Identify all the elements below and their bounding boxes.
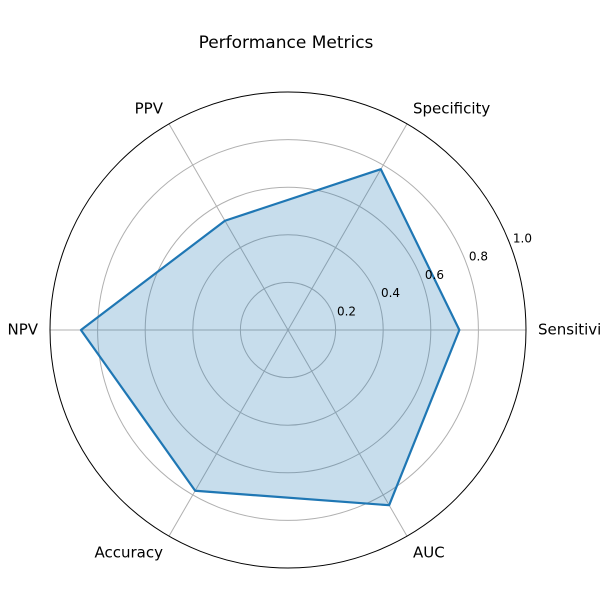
grid-ring (97, 139, 479, 521)
grid-ring (144, 186, 432, 474)
series-layer (79, 168, 461, 507)
spoke-line (168, 123, 289, 331)
outer-ring (49, 91, 527, 569)
grid-ring (239, 281, 337, 379)
label-layer: 0.2 0.4 0.6 0.8 1.0 Sensitivity Specificity PPV… (7, 99, 600, 561)
r-tick-label: 0.2 (337, 304, 356, 318)
category-label-ppv: PPV (135, 99, 164, 117)
spoke-line (287, 329, 408, 537)
r-tick-label: 0.6 (425, 268, 444, 282)
series-area (80, 169, 460, 506)
spoke-line (168, 329, 289, 537)
r-tick-label: 0.4 (381, 286, 400, 300)
r-tick-label: 0.8 (469, 250, 488, 264)
grid-layer (49, 91, 527, 569)
spoke-line (287, 123, 408, 331)
category-label-accuracy: Accuracy (95, 544, 164, 562)
chart-title: Performance Metrics (199, 33, 374, 53)
grid-ring (192, 234, 384, 426)
category-label-auc: AUC (413, 544, 445, 562)
category-label-sensitivity: Sensitivity (538, 321, 600, 339)
category-label-npv: NPV (7, 321, 38, 339)
r-tick-label: 1.0 (513, 231, 532, 245)
category-label-specificity: Specificity (413, 99, 490, 117)
